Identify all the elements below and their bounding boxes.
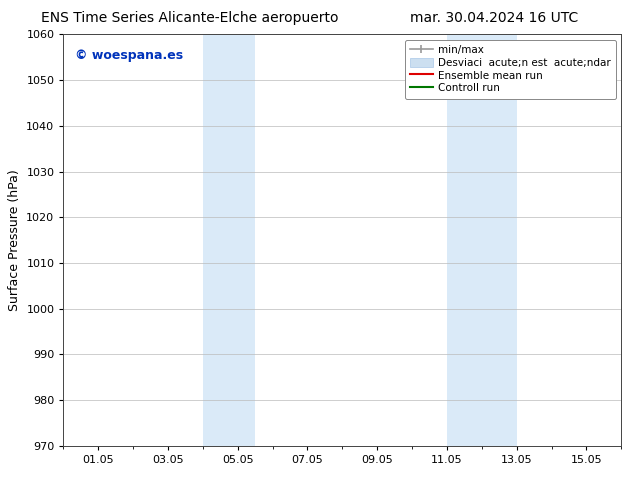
Text: mar. 30.04.2024 16 UTC: mar. 30.04.2024 16 UTC <box>410 11 579 25</box>
Text: © woespana.es: © woespana.es <box>75 49 183 62</box>
Legend: min/max, Desviaci  acute;n est  acute;ndar, Ensemble mean run, Controll run: min/max, Desviaci acute;n est acute;ndar… <box>405 40 616 98</box>
Bar <box>203 34 255 446</box>
Text: ENS Time Series Alicante-Elche aeropuerto: ENS Time Series Alicante-Elche aeropuert… <box>41 11 339 25</box>
Bar <box>447 34 517 446</box>
Y-axis label: Surface Pressure (hPa): Surface Pressure (hPa) <box>8 169 21 311</box>
